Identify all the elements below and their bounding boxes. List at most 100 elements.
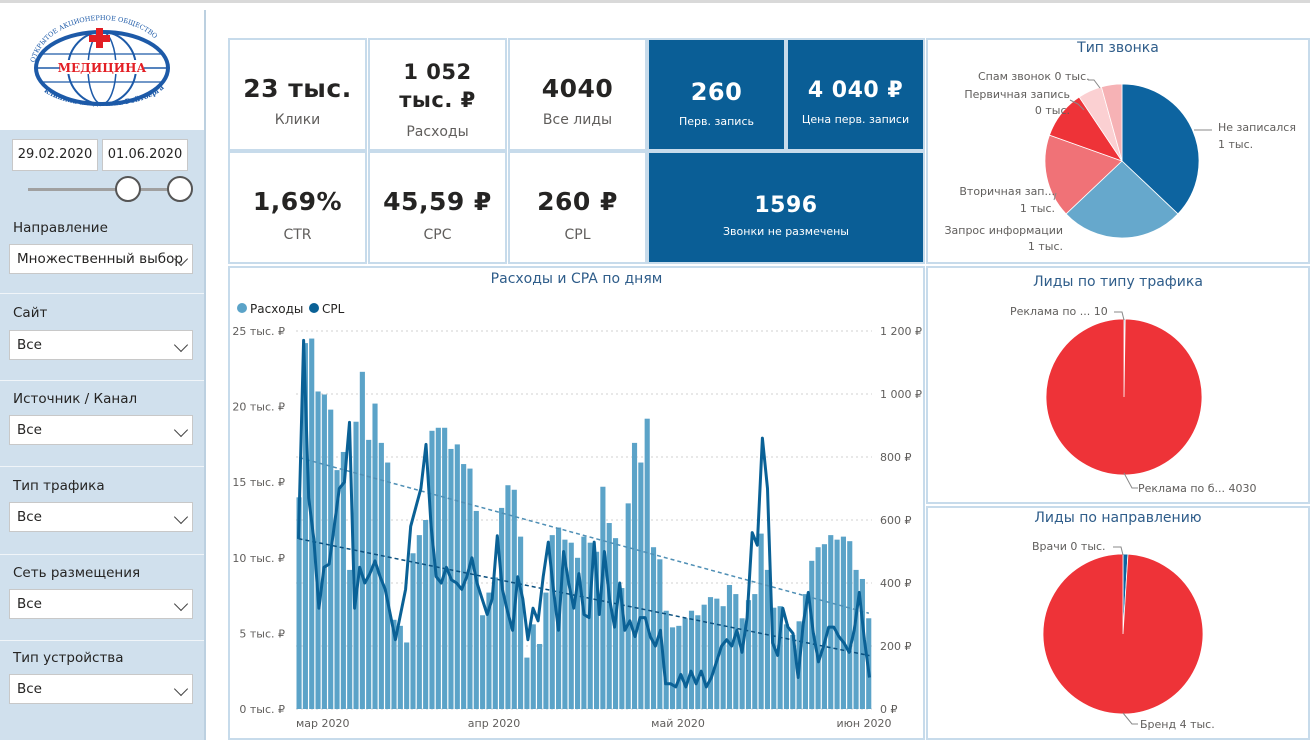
chevron-down-icon: [173, 509, 189, 525]
spend-bar: [480, 615, 486, 709]
leader-line: [1053, 192, 1057, 201]
chevron-down-icon: [173, 681, 189, 697]
spend-bar: [676, 625, 682, 709]
kpi-spend-card[interactable]: 1 052 тыс. ₽ Расходы: [368, 38, 507, 151]
kpi-unmarked-calls-card[interactable]: 1596 Звонки не размечены: [647, 151, 925, 264]
kpi-unmarked-calls-value: 1596: [754, 193, 818, 218]
traffic-type-filter-select[interactable]: Все: [9, 502, 193, 532]
kpi-first-visits-label: Перв. запись: [679, 115, 754, 128]
date-range-slider-track[interactable]: [28, 188, 180, 191]
y-left-tick-label: 25 тыс. ₽: [232, 325, 285, 338]
divider: [0, 466, 204, 467]
spend-bar: [815, 547, 821, 709]
kpi-first-visits-card[interactable]: 260 Перв. запись: [647, 38, 786, 151]
spend-bar: [410, 553, 416, 709]
spend-bar: [644, 418, 650, 709]
call-type-pie[interactable]: [928, 40, 1308, 262]
kpi-all-leads-card[interactable]: 4040 Все лиды: [508, 38, 647, 151]
label-info-request-value: 1 тыс.: [1027, 240, 1063, 253]
direction-pie[interactable]: [928, 508, 1308, 738]
top-border: [0, 0, 1310, 3]
date-slider-thumb-end[interactable]: [167, 176, 193, 202]
kpi-clicks-value: 23 тыс.: [243, 74, 352, 103]
spend-bar: [638, 462, 644, 709]
spend-bar: [530, 624, 536, 709]
slice-other: [1100, 83, 1123, 162]
y-right-tick-label: 800 ₽: [880, 451, 912, 464]
y-right-tick-label: 1 000 ₽: [880, 388, 922, 401]
spend-bar: [372, 403, 378, 709]
call-type-panel[interactable]: Тип звонка Спам звонок 0 тыс. Первичная …: [926, 38, 1310, 264]
spend-bar: [619, 588, 625, 709]
site-filter-select[interactable]: Все: [9, 330, 193, 360]
svg-text:клиника академика Ройтберга: клиника академика Ройтберга: [43, 83, 166, 109]
cpl-line: [297, 338, 871, 689]
spend-bar: [359, 371, 365, 709]
traffic-type-title: Лиды по типу трафика: [1033, 274, 1203, 290]
label-first-visit-value: 0 тыс.: [1034, 104, 1070, 117]
spend-bar: [499, 507, 505, 709]
spend-bar: [397, 625, 403, 709]
leader-line: [1088, 79, 1101, 89]
label-info-request: Запрос информации: [944, 224, 1063, 237]
label-traffic-large: Реклама по б... 4030: [1138, 482, 1257, 495]
kpi-cpl-value: 260 ₽: [537, 187, 618, 216]
spend-bar: [720, 606, 726, 709]
kpi-ctr-card[interactable]: 1,69% CTR: [228, 151, 367, 264]
kpi-cpc-card[interactable]: 45,59 ₽ CPC: [368, 151, 507, 264]
kpi-spend-value-line1: 1 052: [403, 60, 472, 84]
spend-bar: [733, 594, 739, 709]
chevron-down-icon: [173, 596, 189, 612]
spend-bar: [600, 486, 606, 709]
spend-bar: [581, 536, 587, 709]
spend-bar: [847, 541, 853, 709]
spend-bar: [834, 539, 840, 709]
device-filter-label: Тип устройства: [13, 650, 124, 666]
spend-cpa-chart-panel[interactable]: Расходы и CPA по дням Расходы CPL 0 тыс.…: [228, 266, 925, 740]
label-traffic-small: Реклама по ... 10: [1010, 305, 1108, 318]
date-from-input[interactable]: 29.02.2020: [12, 139, 98, 171]
leader-line: [1123, 472, 1138, 489]
spend-bar: [568, 542, 574, 709]
label-not-booked-value: 1 тыс.: [1218, 138, 1254, 151]
network-filter-select[interactable]: Все: [9, 589, 193, 619]
direction-filter-select[interactable]: Множественный выбор: [9, 244, 193, 274]
svg-text:МЕДИЦИНА: МЕДИЦИНА: [58, 61, 147, 75]
direction-filter-label: Направление: [13, 220, 108, 236]
filter-sidebar: ОТКРЫТОЕ АКЦИОНЕРНОЕ ОБЩЕСТВО МЕДИЦИНА к…: [0, 10, 206, 740]
spend-bar: [745, 600, 752, 709]
traffic-type-pie[interactable]: [928, 268, 1308, 502]
spend-trend-line: [298, 456, 870, 614]
device-filter-select[interactable]: Все: [9, 674, 193, 704]
kpi-cpl-card[interactable]: 260 ₽ CPL: [508, 151, 647, 264]
site-filter-label: Сайт: [13, 305, 48, 321]
spend-bar: [473, 510, 479, 709]
traffic-type-panel[interactable]: Лиды по типу трафика Реклама по ... 10 Р…: [926, 266, 1310, 504]
globe-logo-icon: ОТКРЫТОЕ АКЦИОНЕРНОЕ ОБЩЕСТВО МЕДИЦИНА к…: [29, 14, 170, 109]
label-brand: Бренд 4 тыс.: [1140, 718, 1215, 731]
spend-bar: [682, 618, 688, 709]
label-second-visit-value: 1 тыс.: [1019, 202, 1055, 215]
kpi-clicks-card[interactable]: 23 тыс. Клики: [228, 38, 367, 151]
date-slider-thumb-start[interactable]: [115, 176, 141, 202]
slice-brand: [1042, 553, 1204, 715]
date-to-input[interactable]: 01.06.2020: [102, 139, 188, 171]
spend-bar: [302, 343, 308, 709]
spend-bar: [296, 497, 302, 709]
spend-bar: [859, 578, 865, 709]
spend-bar: [587, 542, 593, 709]
leader-line: [1114, 311, 1125, 321]
spend-bar: [518, 536, 524, 709]
leader-line: [1069, 99, 1085, 111]
spend-bar: [575, 557, 581, 709]
label-not-booked: Не записался: [1218, 121, 1296, 134]
y-left-tick-label: 10 тыс. ₽: [232, 552, 285, 565]
kpi-first-visit-price-card[interactable]: 4 040 ₽ Цена перв. записи: [786, 38, 925, 151]
kpi-spend-value-line2: тыс. ₽: [399, 88, 476, 112]
spend-cpa-chart[interactable]: Расходы CPL 0 тыс. ₽ 5 тыс. ₽ 10 тыс. ₽ 15 …: [230, 268, 923, 738]
direction-panel[interactable]: Лиды по направлению Врачи 0 тыс. Бренд 4…: [926, 506, 1310, 740]
spend-bar: [701, 604, 707, 709]
source-filter-select[interactable]: Все: [9, 415, 193, 445]
spend-bar: [454, 444, 460, 709]
source-filter-value: Все: [17, 422, 42, 438]
